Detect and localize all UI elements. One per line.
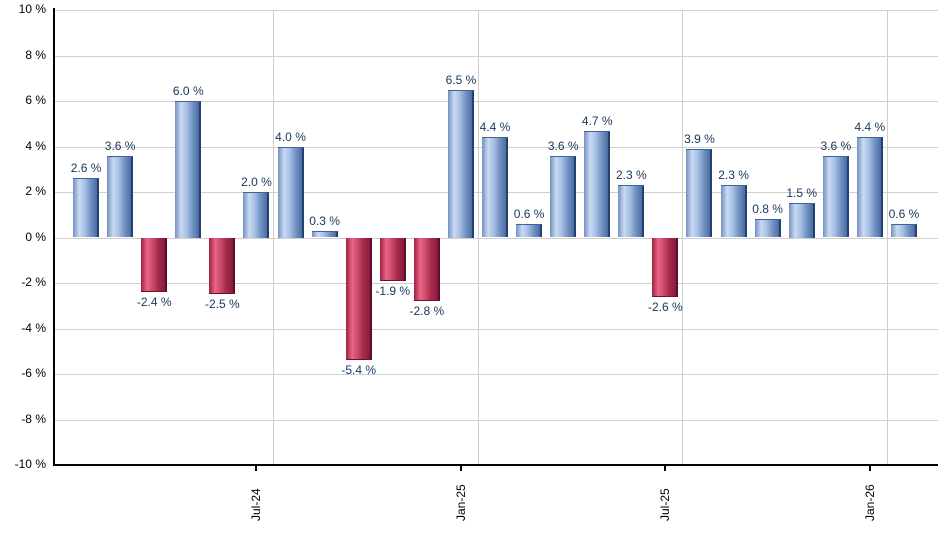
bar-mar-24[interactable] [107, 155, 134, 238]
bar-value-label-dec-24: -2.8 % [409, 304, 445, 319]
gridline-horizontal [55, 283, 938, 284]
gridline-horizontal [55, 10, 938, 11]
bar-oct-24[interactable] [345, 237, 372, 361]
bar-feb-24[interactable] [73, 178, 100, 238]
bar-oct-25[interactable] [754, 219, 781, 238]
y-tick-label: -8 % [21, 411, 46, 426]
bar-dec-24[interactable] [413, 237, 440, 302]
bar-sep-24[interactable] [311, 230, 338, 238]
gridline-vertical [886, 10, 888, 465]
y-tick-label: -10 % [14, 457, 46, 471]
x-tick-label: Jul-25 [658, 488, 673, 521]
plot-area: 2.6 % 3.6 % -2.4 % 6.0 % -2.5 % 2.0 % 4.0 % 0.3… [55, 10, 938, 465]
gridline-horizontal [55, 55, 938, 57]
bar-value-label-oct-24: -5.4 % [341, 363, 377, 378]
x-tick-label: Jan-26 [862, 484, 877, 521]
y-tick-label: 0 % [25, 229, 46, 244]
bar-value-label-nov-25: 1.5 % [786, 186, 818, 201]
bar-value-label-may-25: 4.7 % [581, 113, 613, 128]
bar-value-label-sep-24: 0.3 % [309, 213, 340, 228]
x-axis-tick [664, 466, 667, 471]
bar-value-label-may-24: 6.0 % [172, 84, 204, 98]
gridline-horizontal [55, 374, 938, 375]
bar-apr-24[interactable] [141, 237, 168, 293]
x-axis-tick [255, 466, 258, 471]
gridline-vertical [273, 10, 275, 465]
bar-aug-25[interactable] [686, 148, 713, 238]
bar-apr-25[interactable] [550, 155, 577, 238]
bar-value-label-jul-25: -2.6 % [648, 299, 683, 314]
bar-aug-24[interactable] [277, 146, 304, 238]
bar-value-label-aug-25: 3.9 % [684, 131, 715, 146]
bar-jun-25[interactable] [618, 185, 645, 238]
y-tick-label: 2 % [25, 184, 46, 198]
gridline-horizontal [55, 419, 938, 421]
bar-dec-25[interactable] [822, 155, 849, 238]
bar-value-label-mar-24: 3.6 % [104, 138, 136, 153]
bar-value-label-feb-26: 0.6 % [888, 206, 920, 221]
gridline-horizontal [55, 101, 938, 102]
bar-nov-24[interactable] [379, 237, 406, 281]
bar-value-label-jun-25: 2.3 % [615, 168, 647, 183]
bar-value-label-jan-26: 4.4 % [854, 120, 886, 135]
bar-feb-26[interactable] [890, 223, 917, 238]
y-tick-label: 4 % [25, 138, 46, 153]
y-tick-label: 8 % [25, 47, 46, 62]
y-tick-label: -6 % [21, 366, 46, 380]
gridline-vertical [682, 10, 684, 465]
bar-value-label-dec-25: 3.6 % [820, 138, 852, 153]
y-tick-label: 10 % [18, 2, 46, 16]
bar-feb-25[interactable] [482, 137, 508, 238]
bar-value-label-jun-24: -2.5 % [205, 297, 240, 312]
bar-jul-24[interactable] [243, 192, 270, 238]
bar-value-label-mar-25: 0.6 % [513, 206, 545, 221]
x-axis-tick [459, 466, 462, 471]
bar-value-label-oct-25: 0.8 % [752, 202, 783, 217]
x-tick-label: Jan-25 [453, 484, 468, 521]
bar-jan-26[interactable] [856, 137, 883, 238]
bar-value-label-apr-25: 3.6 % [547, 138, 579, 153]
bar-value-label-feb-25: 4.4 % [479, 120, 511, 135]
x-tick-label: Jul-24 [249, 488, 264, 521]
bar-value-label-sep-25: 2.3 % [718, 168, 749, 183]
bar-jul-25[interactable] [652, 237, 679, 297]
bar-value-label-apr-24: -2.4 % [136, 295, 172, 310]
x-axis-tick [868, 466, 871, 471]
bar-jan-25[interactable] [447, 89, 474, 238]
y-axis-line [53, 8, 55, 466]
bar-value-label-aug-24: 4.0 % [275, 129, 306, 144]
bar-jun-24[interactable] [209, 237, 236, 295]
gridline-horizontal [55, 237, 938, 239]
bar-nov-25[interactable] [788, 203, 815, 238]
bar-sep-25[interactable] [720, 185, 747, 238]
bar-mar-25[interactable] [516, 223, 543, 238]
bar-value-label-jan-25: 6.5 % [445, 72, 477, 87]
bar-value-label-feb-24: 2.6 % [70, 161, 102, 176]
bar-may-25[interactable] [584, 130, 611, 238]
x-axis-line [53, 464, 938, 466]
y-tick-label: 6 % [25, 93, 46, 107]
y-tick-label: -2 % [21, 275, 46, 289]
bar-value-label-jul-24: 2.0 % [241, 175, 272, 189]
gridline-horizontal [55, 328, 938, 330]
gridline-vertical [477, 10, 479, 465]
y-tick-label: -4 % [21, 320, 46, 335]
bar-value-label-nov-24: -1.9 % [375, 283, 411, 298]
bar-may-24[interactable] [175, 101, 202, 238]
